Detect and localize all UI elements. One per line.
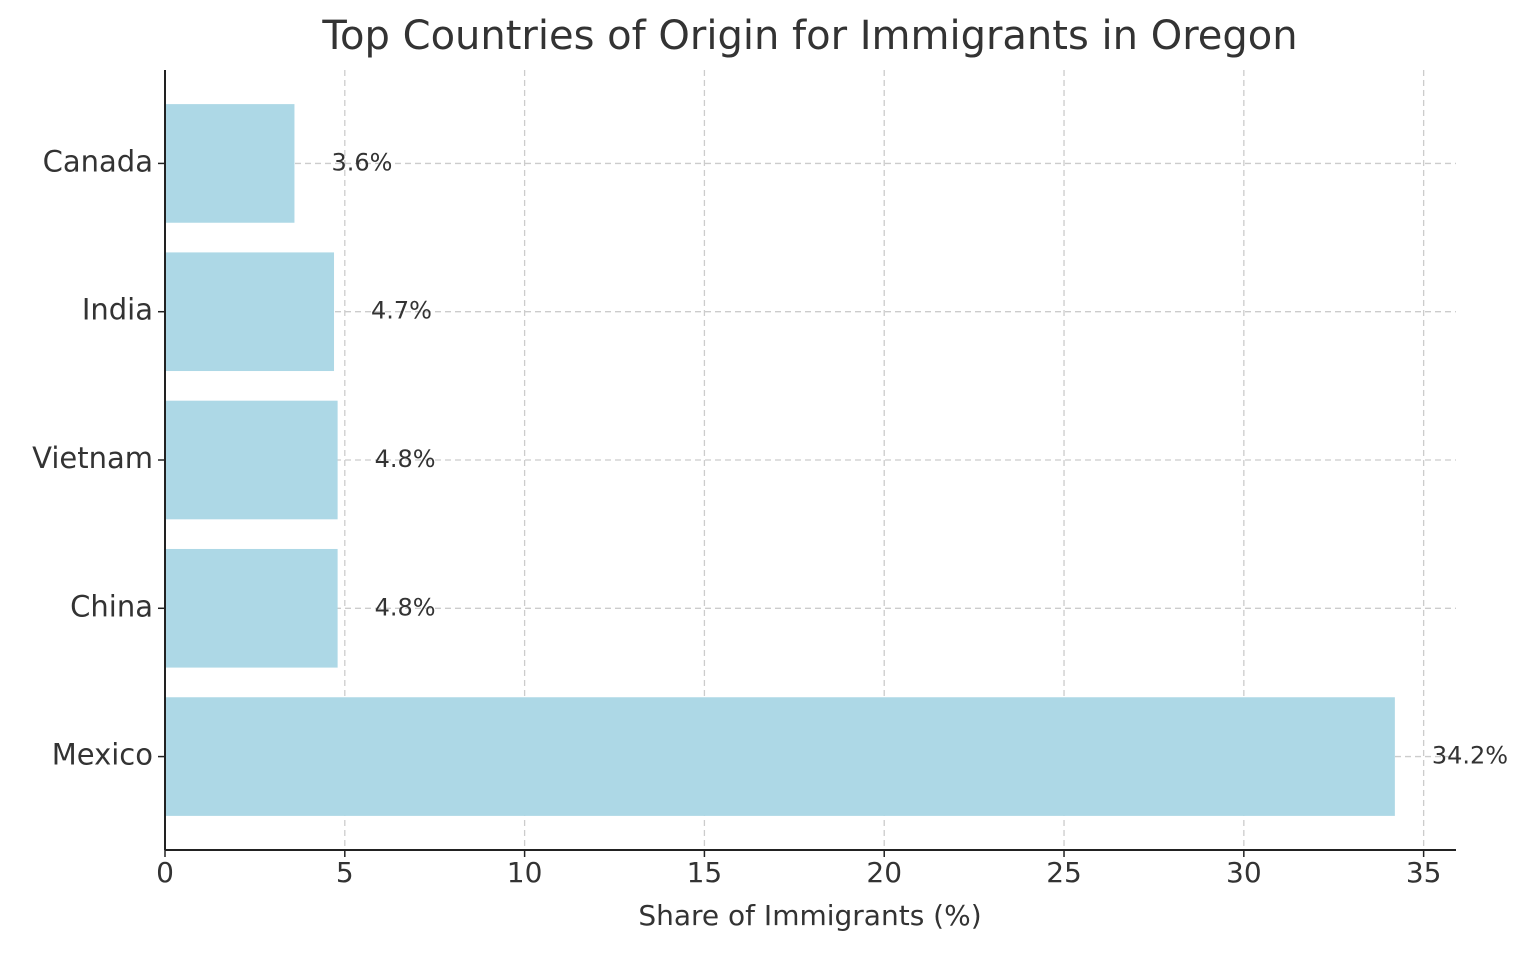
value-label: 4.7%: [371, 297, 432, 325]
y-tick-label: India: [82, 293, 153, 327]
value-label: 34.2%: [1432, 742, 1508, 770]
x-axis-label: Share of Immigrants (%): [638, 899, 981, 932]
y-tick-label: Vietnam: [32, 441, 153, 475]
bar: [165, 548, 338, 668]
x-tick-label: 15: [687, 856, 723, 889]
x-tick-label: 0: [156, 856, 174, 889]
x-tick-label: 25: [1046, 856, 1082, 889]
value-label: 3.6%: [331, 148, 392, 176]
chart-title: Top Countries of Origin for Immigrants i…: [321, 13, 1297, 59]
bar: [165, 104, 295, 223]
x-tick-label: 5: [336, 856, 354, 889]
x-tick-label: 20: [866, 856, 902, 889]
bar: [165, 400, 338, 520]
y-tick-label: Canada: [43, 144, 153, 178]
y-tick-label: Mexico: [52, 738, 153, 772]
bar: [165, 252, 335, 372]
y-tick-label: China: [70, 589, 153, 623]
x-tick-label: 35: [1406, 856, 1442, 889]
value-label: 4.8%: [375, 445, 436, 473]
value-label: 4.8%: [375, 593, 436, 621]
x-tick-label: 10: [507, 856, 543, 889]
x-tick-label: 30: [1226, 856, 1262, 889]
bar: [165, 697, 1395, 816]
